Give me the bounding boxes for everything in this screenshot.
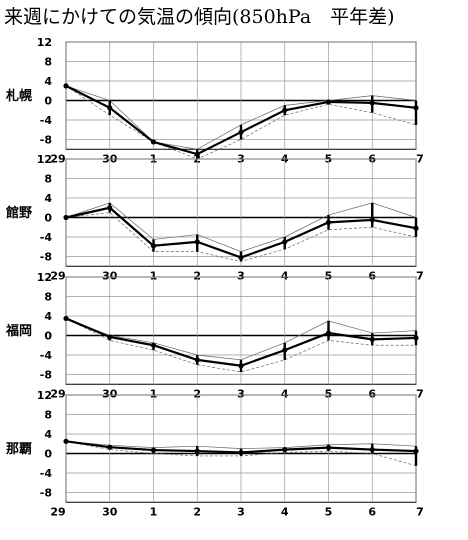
y-tick-label: -8 xyxy=(40,134,52,147)
y-tick-label: 0 xyxy=(44,212,52,225)
x-tick-label: 5 xyxy=(325,269,333,282)
y-tick-label: 4 xyxy=(44,192,52,205)
data-point xyxy=(107,444,113,450)
y-tick-label: 8 xyxy=(44,173,52,186)
data-point xyxy=(238,363,244,369)
data-point xyxy=(63,315,69,322)
data-point xyxy=(325,219,332,225)
x-tick-label: 30 xyxy=(102,387,118,400)
x-tick-label: 2 xyxy=(193,505,201,518)
x-tick-label: 7 xyxy=(416,387,424,400)
data-point xyxy=(413,225,419,231)
x-tick-label: 2 xyxy=(193,269,201,282)
data-point xyxy=(369,447,375,453)
data-point xyxy=(369,336,375,342)
y-tick-label: 0 xyxy=(44,330,52,343)
x-tick-label: 3 xyxy=(237,387,245,400)
x-tick-label: 6 xyxy=(368,387,376,400)
data-point xyxy=(63,214,69,221)
data-point xyxy=(413,448,419,454)
x-tick-label: 30 xyxy=(102,269,118,282)
x-tick-label: 3 xyxy=(237,505,245,518)
data-point xyxy=(282,347,288,353)
data-point xyxy=(194,357,200,363)
data-point xyxy=(369,100,375,106)
y-tick-label: 12 xyxy=(37,36,52,49)
data-point xyxy=(282,239,288,245)
x-tick-label: 7 xyxy=(416,505,424,518)
data-point xyxy=(282,447,288,453)
y-tick-label: 0 xyxy=(44,95,52,108)
x-tick-label: 1 xyxy=(150,269,158,282)
y-tick-label: 0 xyxy=(44,448,52,461)
data-point xyxy=(413,335,419,341)
data-point xyxy=(325,330,332,336)
x-tick-label: 4 xyxy=(281,505,289,518)
data-point xyxy=(107,334,113,340)
y-tick-label: 8 xyxy=(44,409,52,422)
ensemble-low-trace xyxy=(65,318,416,373)
x-tick-label: 7 xyxy=(416,152,424,165)
x-tick-label: 7 xyxy=(416,269,424,282)
data-point xyxy=(238,449,244,456)
data-point xyxy=(194,151,200,157)
y-tick-label: 12 xyxy=(37,153,52,166)
x-tick-label: 4 xyxy=(281,387,289,400)
data-point xyxy=(369,217,375,223)
y-tick-label: 8 xyxy=(44,291,52,304)
data-point xyxy=(282,107,288,113)
y-tick-label: 12 xyxy=(37,271,52,284)
y-tick-label: 12 xyxy=(37,389,52,402)
x-tick-label: 4 xyxy=(281,269,289,282)
x-tick-label: 5 xyxy=(325,505,333,518)
x-tick-label: 29 xyxy=(50,387,65,400)
data-point xyxy=(63,438,69,444)
data-point xyxy=(150,139,157,145)
x-tick-label: 2 xyxy=(193,387,201,400)
page-title: 来週にかけての気温の傾向(850hPa 平年差) xyxy=(4,6,395,28)
data-point xyxy=(150,243,157,249)
y-tick-label: 4 xyxy=(44,310,52,323)
station-label: 福岡 xyxy=(5,323,32,339)
x-tick-label: 29 xyxy=(50,152,65,165)
station-label: 札幌 xyxy=(5,88,32,104)
data-point xyxy=(238,129,244,135)
data-point xyxy=(238,254,244,261)
data-point xyxy=(194,239,200,245)
y-tick-label: 8 xyxy=(44,56,52,69)
y-tick-label: -4 xyxy=(40,467,53,480)
y-tick-label: -4 xyxy=(40,349,53,362)
data-point xyxy=(150,447,157,453)
x-tick-label: 3 xyxy=(237,269,245,282)
x-tick-label: 1 xyxy=(150,505,158,518)
data-point xyxy=(194,448,200,454)
data-point xyxy=(107,205,113,211)
data-point xyxy=(63,83,69,89)
station-label: 館野 xyxy=(6,205,32,221)
data-point xyxy=(150,342,157,348)
data-point xyxy=(413,105,419,111)
y-tick-label: 4 xyxy=(44,428,52,441)
y-tick-label: -8 xyxy=(40,487,52,500)
x-tick-label: 29 xyxy=(50,269,65,282)
y-tick-label: -4 xyxy=(40,114,53,127)
x-tick-label: 29 xyxy=(50,505,65,518)
y-tick-label: -8 xyxy=(40,251,52,264)
data-point xyxy=(325,445,332,451)
y-tick-label: -8 xyxy=(40,369,52,382)
y-tick-label: -4 xyxy=(40,231,53,244)
x-tick-label: 6 xyxy=(368,505,376,518)
y-tick-label: 4 xyxy=(44,75,52,88)
x-tick-label: 1 xyxy=(150,387,158,400)
data-point xyxy=(325,99,332,105)
x-tick-label: 6 xyxy=(368,269,376,282)
station-label: 那覇 xyxy=(6,442,32,457)
data-point xyxy=(107,105,113,111)
x-tick-label: 30 xyxy=(102,505,118,518)
x-tick-label: 5 xyxy=(325,387,333,400)
